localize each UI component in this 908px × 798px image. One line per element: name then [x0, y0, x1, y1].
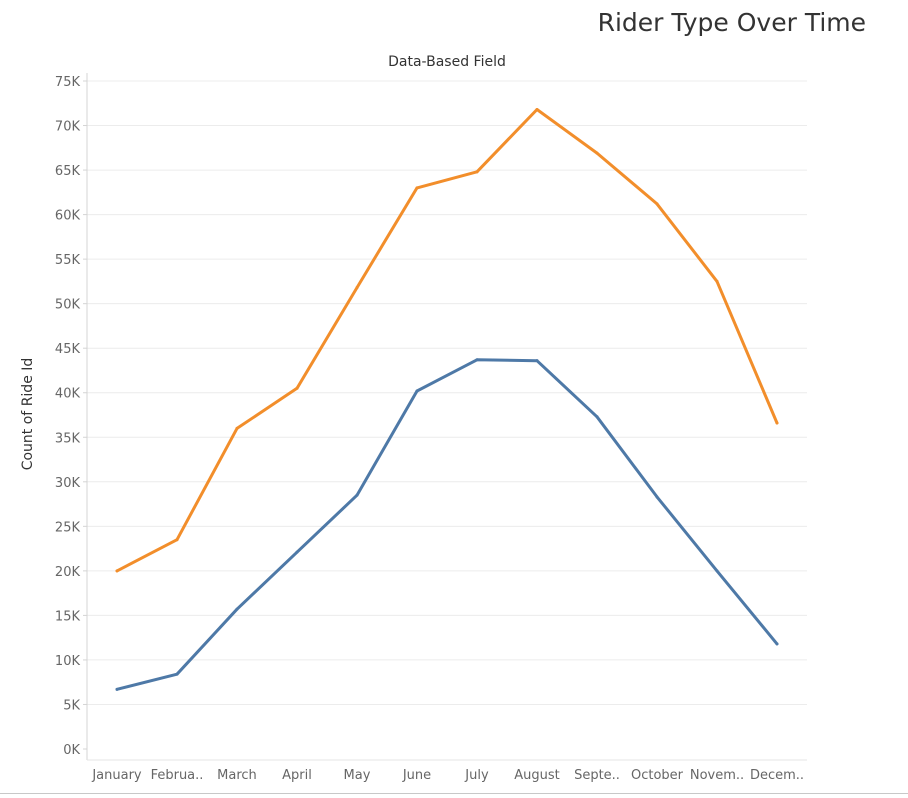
x-tick-label: March	[217, 768, 257, 783]
data-point	[715, 569, 719, 573]
x-tick-label: August	[514, 768, 560, 783]
data-point	[715, 279, 719, 283]
y-tick-label: 0K	[63, 743, 80, 758]
data-point	[115, 569, 119, 573]
y-tick-label: 45K	[55, 342, 81, 357]
y-tick-label: 20K	[55, 565, 81, 580]
x-tick-label: Decem..	[750, 768, 804, 783]
x-tick-label: June	[402, 768, 431, 783]
data-point	[595, 415, 599, 419]
data-point	[295, 386, 299, 390]
x-tick-label: April	[282, 768, 312, 783]
series-line-2	[115, 358, 779, 691]
x-tick-label: Novem..	[690, 768, 744, 783]
y-tick-label: 75K	[55, 75, 81, 90]
x-tick-label: May	[344, 768, 371, 783]
x-tick-label: January	[91, 768, 142, 783]
axes	[86, 73, 807, 761]
y-axis-title: Count of Ride Id	[20, 358, 36, 471]
y-axis-ticks: 0K 5K 10K 15K 20K 25K 30K 35K 40K 45K 50K 55K 60K 65K…	[55, 75, 87, 758]
data-point	[535, 108, 539, 112]
bottom-divider	[0, 793, 908, 794]
y-tick-label: 25K	[55, 520, 81, 535]
data-point	[775, 421, 779, 425]
data-point	[415, 186, 419, 190]
y-tick-label: 30K	[55, 476, 81, 491]
data-point	[775, 642, 779, 646]
data-point	[355, 286, 359, 290]
y-tick-label: 40K	[55, 387, 81, 402]
data-point	[475, 170, 479, 174]
chart-subtitle: Data-Based Field	[388, 54, 506, 70]
y-tick-label: 5K	[63, 698, 80, 713]
chart-title: Rider Type Over Time	[597, 8, 866, 37]
data-point	[475, 358, 479, 362]
y-tick-label: 15K	[55, 609, 81, 624]
y-tick-label: 50K	[55, 298, 81, 313]
data-point	[295, 550, 299, 554]
data-point	[235, 426, 239, 430]
x-tick-label: October	[631, 768, 684, 783]
data-point	[175, 672, 179, 676]
data-point	[655, 495, 659, 499]
y-tick-label: 65K	[55, 164, 81, 179]
y-tick-label: 55K	[55, 253, 81, 268]
x-tick-label: Februa..	[151, 768, 204, 783]
y-tick-label: 10K	[55, 654, 81, 669]
data-point	[535, 359, 539, 363]
series-lines	[115, 108, 779, 691]
x-tick-label: July	[464, 768, 489, 783]
data-point	[595, 151, 599, 155]
data-point	[115, 687, 119, 691]
y-tick-label: 70K	[55, 120, 81, 135]
x-axis-ticks: January Februa.. March April May June July Augu…	[91, 768, 804, 783]
y-tick-label: 60K	[55, 209, 81, 224]
data-point	[235, 607, 239, 611]
gridlines	[87, 80, 807, 705]
series-line-1	[115, 108, 779, 573]
data-point	[175, 538, 179, 542]
x-tick-label: Septe..	[574, 768, 620, 783]
y-tick-label: 35K	[55, 431, 81, 446]
data-point	[655, 202, 659, 206]
data-point	[355, 493, 359, 497]
data-point	[415, 389, 419, 393]
